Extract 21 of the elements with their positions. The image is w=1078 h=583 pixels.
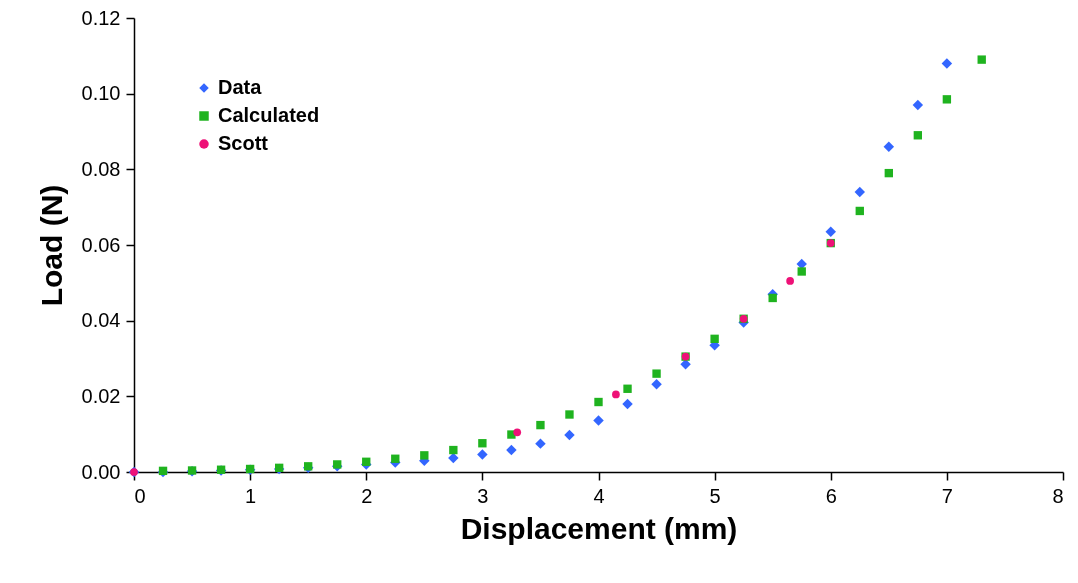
legend-label: Data	[218, 76, 263, 98]
y-axis-title: Load (N)	[34, 184, 68, 307]
y-tick-label: 0.10	[81, 82, 121, 105]
y-tick-label: 0.00	[81, 460, 121, 483]
y-tick-label: 0.04	[81, 309, 121, 332]
y-tick-label: 0.06	[81, 233, 121, 256]
x-tick-label: 4	[593, 484, 605, 507]
x-tick-label: 8	[1052, 484, 1064, 507]
x-tick-label: 5	[709, 484, 721, 507]
y-tick-label: 0.08	[81, 157, 121, 180]
x-tick-label: 0	[134, 484, 146, 507]
x-tick-label: 2	[361, 484, 373, 507]
x-tick-label: 1	[245, 484, 257, 507]
y-tick-label: 0.02	[81, 384, 121, 407]
x-tick-label: 3	[477, 484, 489, 507]
x-axis-title: Displacement (mm)	[460, 511, 738, 545]
legend-label: Calculated	[218, 104, 320, 126]
x-tick-label: 7	[941, 484, 953, 507]
y-tick-label: 0.12	[81, 6, 121, 29]
legend-label: Scott	[218, 132, 269, 154]
x-tick-label: 6	[825, 484, 837, 507]
